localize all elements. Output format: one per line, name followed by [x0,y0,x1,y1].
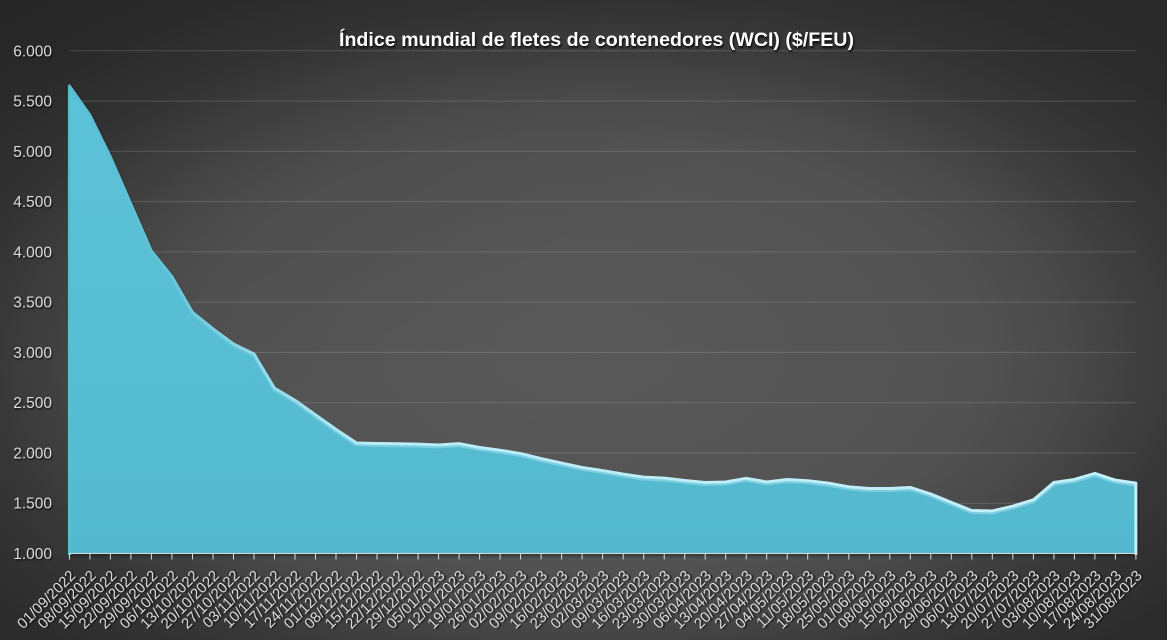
svg-text:2.000: 2.000 [13,446,52,463]
svg-text:Índice mundial de fletes de co: Índice mundial de fletes de contenedores… [339,28,854,51]
svg-text:3.500: 3.500 [13,295,52,312]
svg-text:5.000: 5.000 [13,144,52,161]
svg-text:4.000: 4.000 [13,244,52,261]
svg-text:3.000: 3.000 [13,345,52,362]
svg-text:5.500: 5.500 [13,94,52,111]
svg-text:2.500: 2.500 [13,395,52,412]
svg-text:1.500: 1.500 [13,496,52,513]
svg-text:1.000: 1.000 [13,546,52,563]
svg-text:6.000: 6.000 [13,43,52,60]
svg-text:4.500: 4.500 [13,194,52,211]
